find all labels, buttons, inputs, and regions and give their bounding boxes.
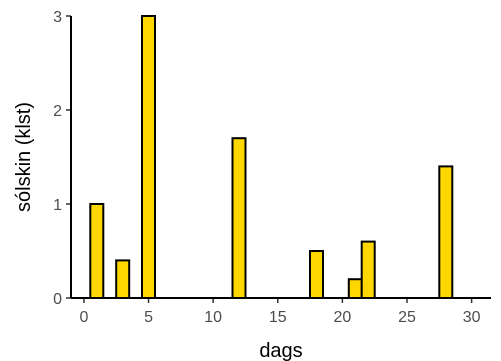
y-tick-label: 3 (53, 9, 62, 26)
y-axis-ticks: 0 1 2 3 (53, 9, 71, 308)
x-tick-label: 0 (79, 309, 88, 326)
x-tick-label: 10 (204, 309, 222, 326)
y-axis-title: sólskin (klst) (13, 102, 35, 212)
x-tick-label: 25 (398, 309, 416, 326)
bar-day-5 (141, 15, 156, 299)
y-tick-label: 2 (53, 103, 62, 120)
bar-day-12 (231, 137, 247, 299)
bar-day-3 (115, 259, 131, 299)
bar-day-28 (438, 165, 454, 299)
x-tick-label: 15 (269, 309, 287, 326)
y-tick-label: 1 (53, 197, 62, 214)
x-axis-ticks: 0 5 10 15 20 25 30 (79, 298, 481, 326)
bar-day-21 (347, 278, 363, 300)
x-tick-label: 5 (144, 309, 153, 326)
x-tick-label: 20 (333, 309, 351, 326)
bars-group (89, 15, 454, 300)
bar-day-1 (89, 203, 105, 299)
x-axis-title: dags (259, 340, 302, 361)
y-tick-label: 0 (53, 291, 62, 308)
bar-day-18 (309, 250, 324, 299)
bar-day-22 (360, 240, 376, 300)
x-tick-label: 30 (463, 309, 481, 326)
